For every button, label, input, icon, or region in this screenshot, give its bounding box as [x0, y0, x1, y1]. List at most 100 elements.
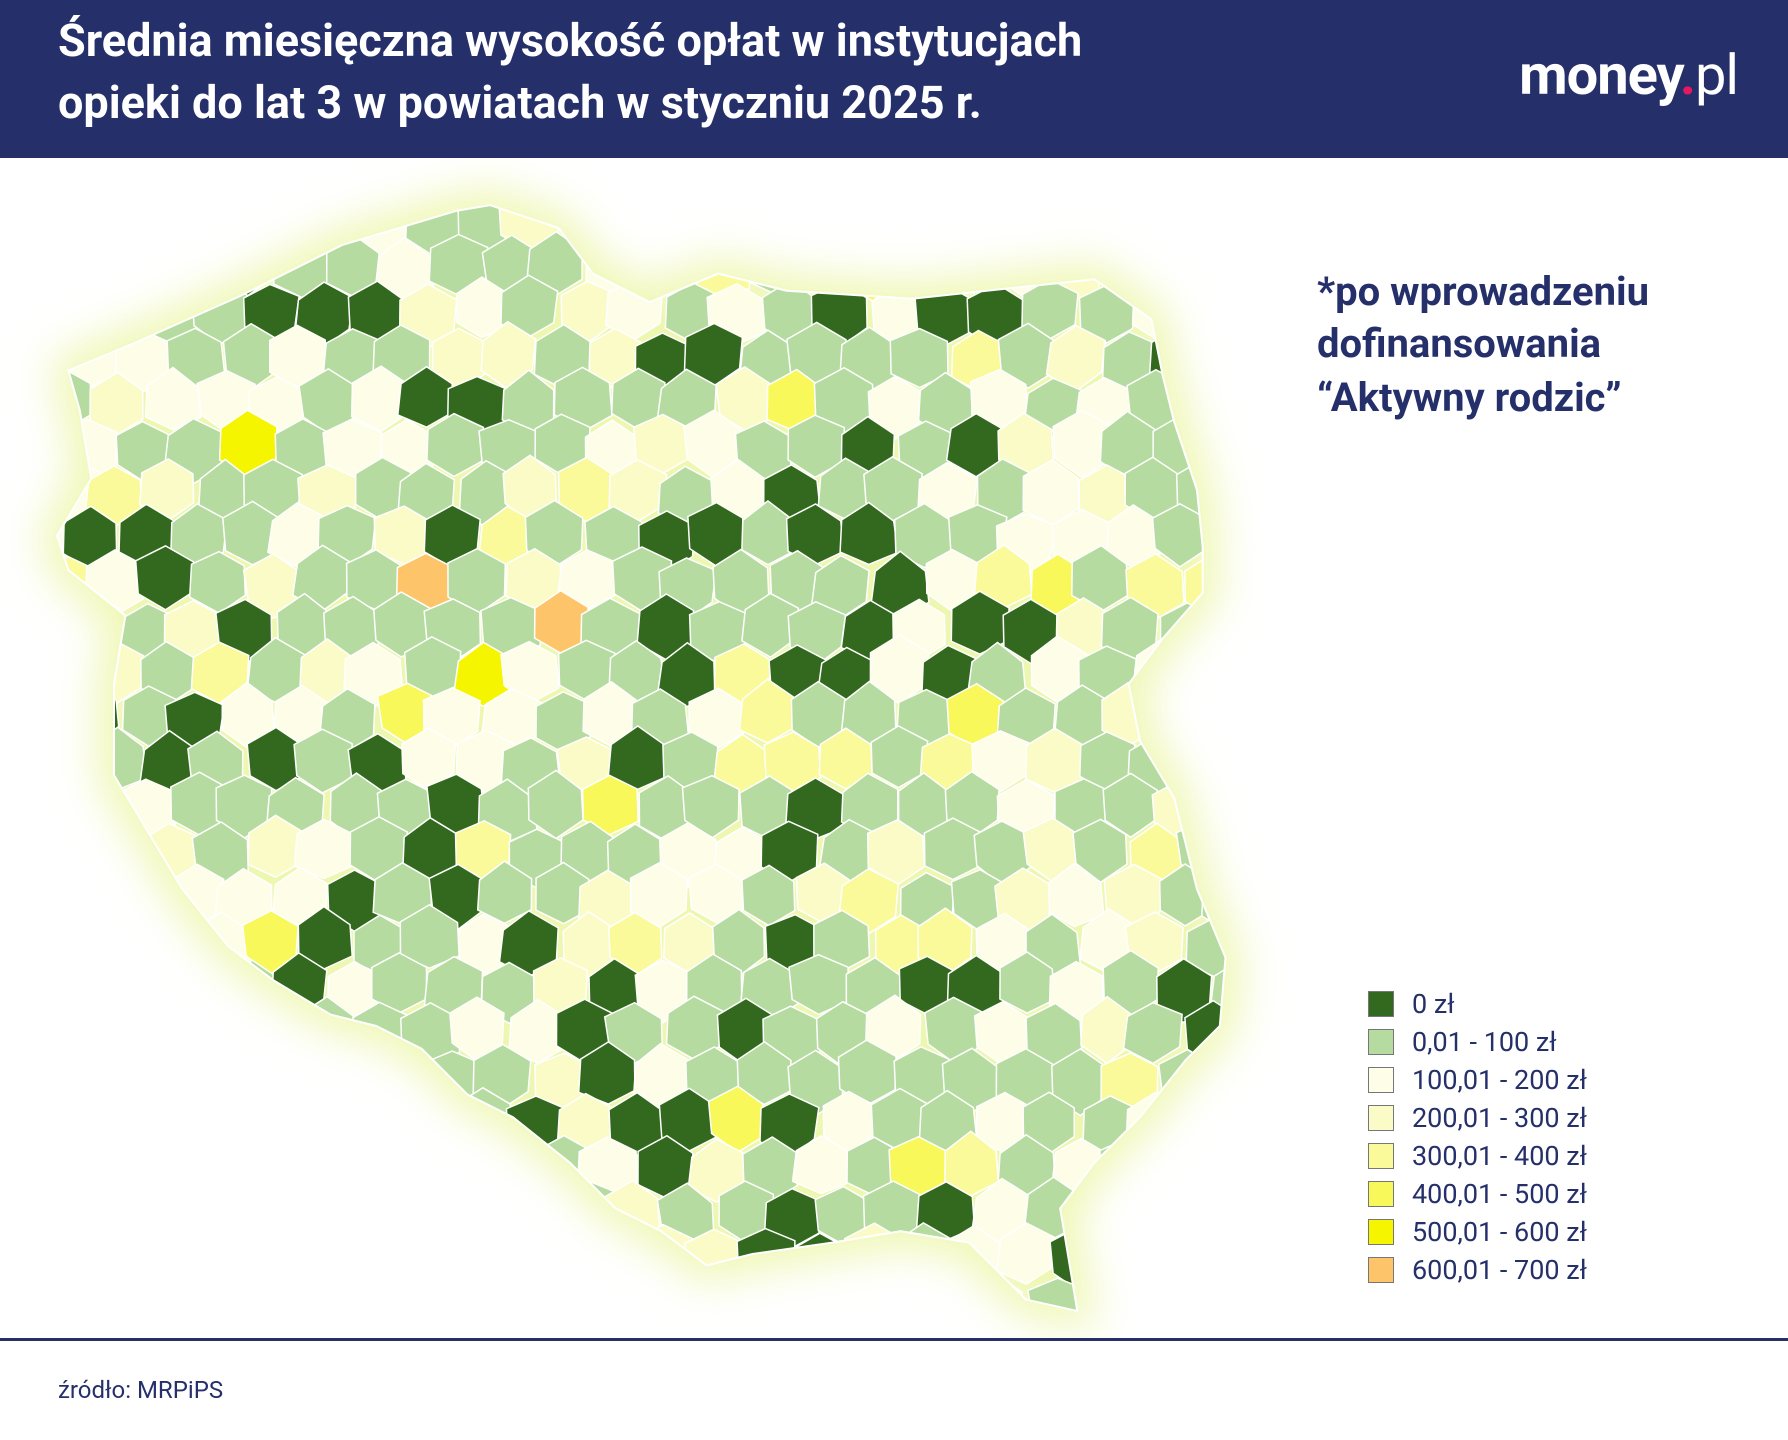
- legend-swatch: [1368, 1067, 1394, 1093]
- district: [1280, 1001, 1339, 1066]
- district: [894, 205, 954, 206]
- district: [425, 1129, 485, 1199]
- district: [171, 1137, 229, 1199]
- district: [532, 1314, 589, 1338]
- district: [994, 205, 1056, 206]
- district: [425, 1314, 483, 1338]
- district: [1237, 737, 1291, 797]
- district: [870, 725, 929, 789]
- district: [1256, 229, 1315, 296]
- district: [996, 1222, 1056, 1285]
- district: [532, 205, 592, 214]
- district: [246, 1187, 306, 1248]
- district: [556, 1274, 613, 1312]
- district: [322, 1225, 378, 1287]
- district: [942, 205, 1001, 208]
- district: [1154, 1224, 1214, 1290]
- district: [1288, 554, 1344, 618]
- district: [381, 1319, 437, 1338]
- district: [401, 1266, 457, 1312]
- district: [194, 1096, 252, 1159]
- district: [57, 819, 101, 888]
- district: [1106, 205, 1161, 210]
- district: [664, 205, 723, 258]
- district: [1281, 1087, 1336, 1152]
- district: [57, 205, 97, 253]
- district: [217, 1318, 274, 1338]
- district: [1255, 1051, 1313, 1109]
- district: [1263, 687, 1320, 753]
- district: [299, 1089, 358, 1153]
- district: [1179, 730, 1226, 795]
- legend-label: 100,01 - 200 zł: [1412, 1064, 1587, 1096]
- district: [1180, 1184, 1226, 1252]
- legend-swatch: [1368, 1257, 1394, 1283]
- district: [379, 1138, 437, 1203]
- district: [271, 1139, 332, 1203]
- logo-suffix: pl: [1694, 42, 1739, 108]
- district: [173, 205, 228, 212]
- district: [1176, 645, 1226, 708]
- district: [57, 910, 94, 976]
- district: [633, 205, 689, 216]
- district: [1184, 283, 1226, 353]
- district: [840, 1323, 896, 1338]
- district: [447, 1273, 508, 1312]
- district: [1287, 646, 1343, 711]
- district: [897, 1317, 950, 1339]
- district: [241, 1270, 301, 1312]
- district: [9, 1314, 66, 1338]
- district: [274, 1040, 331, 1110]
- legend-swatch: [1368, 1029, 1394, 1055]
- district: [791, 1135, 852, 1195]
- district: [57, 1006, 92, 1071]
- district: [1152, 1310, 1207, 1312]
- district: [502, 1267, 562, 1312]
- district: [245, 205, 304, 257]
- district: [1260, 1224, 1319, 1288]
- district: [57, 732, 89, 800]
- district: [92, 916, 148, 977]
- district: [1315, 158, 1372, 213]
- district: [1339, 456, 1398, 520]
- district: [862, 205, 921, 253]
- district: [584, 205, 645, 209]
- district: [1288, 468, 1345, 530]
- district: [508, 1177, 564, 1244]
- legend-swatch: [1368, 1143, 1394, 1169]
- district: [369, 205, 428, 208]
- district: [322, 205, 379, 213]
- district: [1048, 205, 1105, 215]
- district: [1122, 1001, 1183, 1065]
- district: [123, 1317, 176, 1338]
- district: [791, 1317, 846, 1338]
- district: [57, 1133, 66, 1202]
- legend-item: 0,01 - 100 zł: [1368, 1026, 1668, 1058]
- district: [837, 205, 899, 212]
- district: [1292, 1270, 1346, 1337]
- district: [788, 953, 849, 1016]
- district: [299, 1277, 360, 1312]
- district: [1233, 550, 1289, 612]
- district: [196, 999, 256, 1065]
- legend-label: 400,01 - 500 zł: [1412, 1178, 1587, 1210]
- district: [296, 1178, 354, 1243]
- district: [452, 1176, 510, 1244]
- district: [57, 1268, 95, 1312]
- district: [1160, 232, 1214, 297]
- logo: money.pl: [1519, 42, 1739, 108]
- district: [534, 1227, 593, 1291]
- district: [57, 960, 73, 1024]
- district: [812, 1274, 874, 1312]
- legend-swatch: [1368, 1219, 1394, 1245]
- district: [120, 233, 177, 297]
- district: [57, 690, 67, 755]
- district: [1316, 1227, 1372, 1290]
- district: [116, 1227, 175, 1291]
- district: [1233, 1183, 1292, 1244]
- district: [60, 863, 119, 928]
- district: [736, 1040, 792, 1106]
- district: [583, 1313, 641, 1338]
- district: [95, 1273, 152, 1312]
